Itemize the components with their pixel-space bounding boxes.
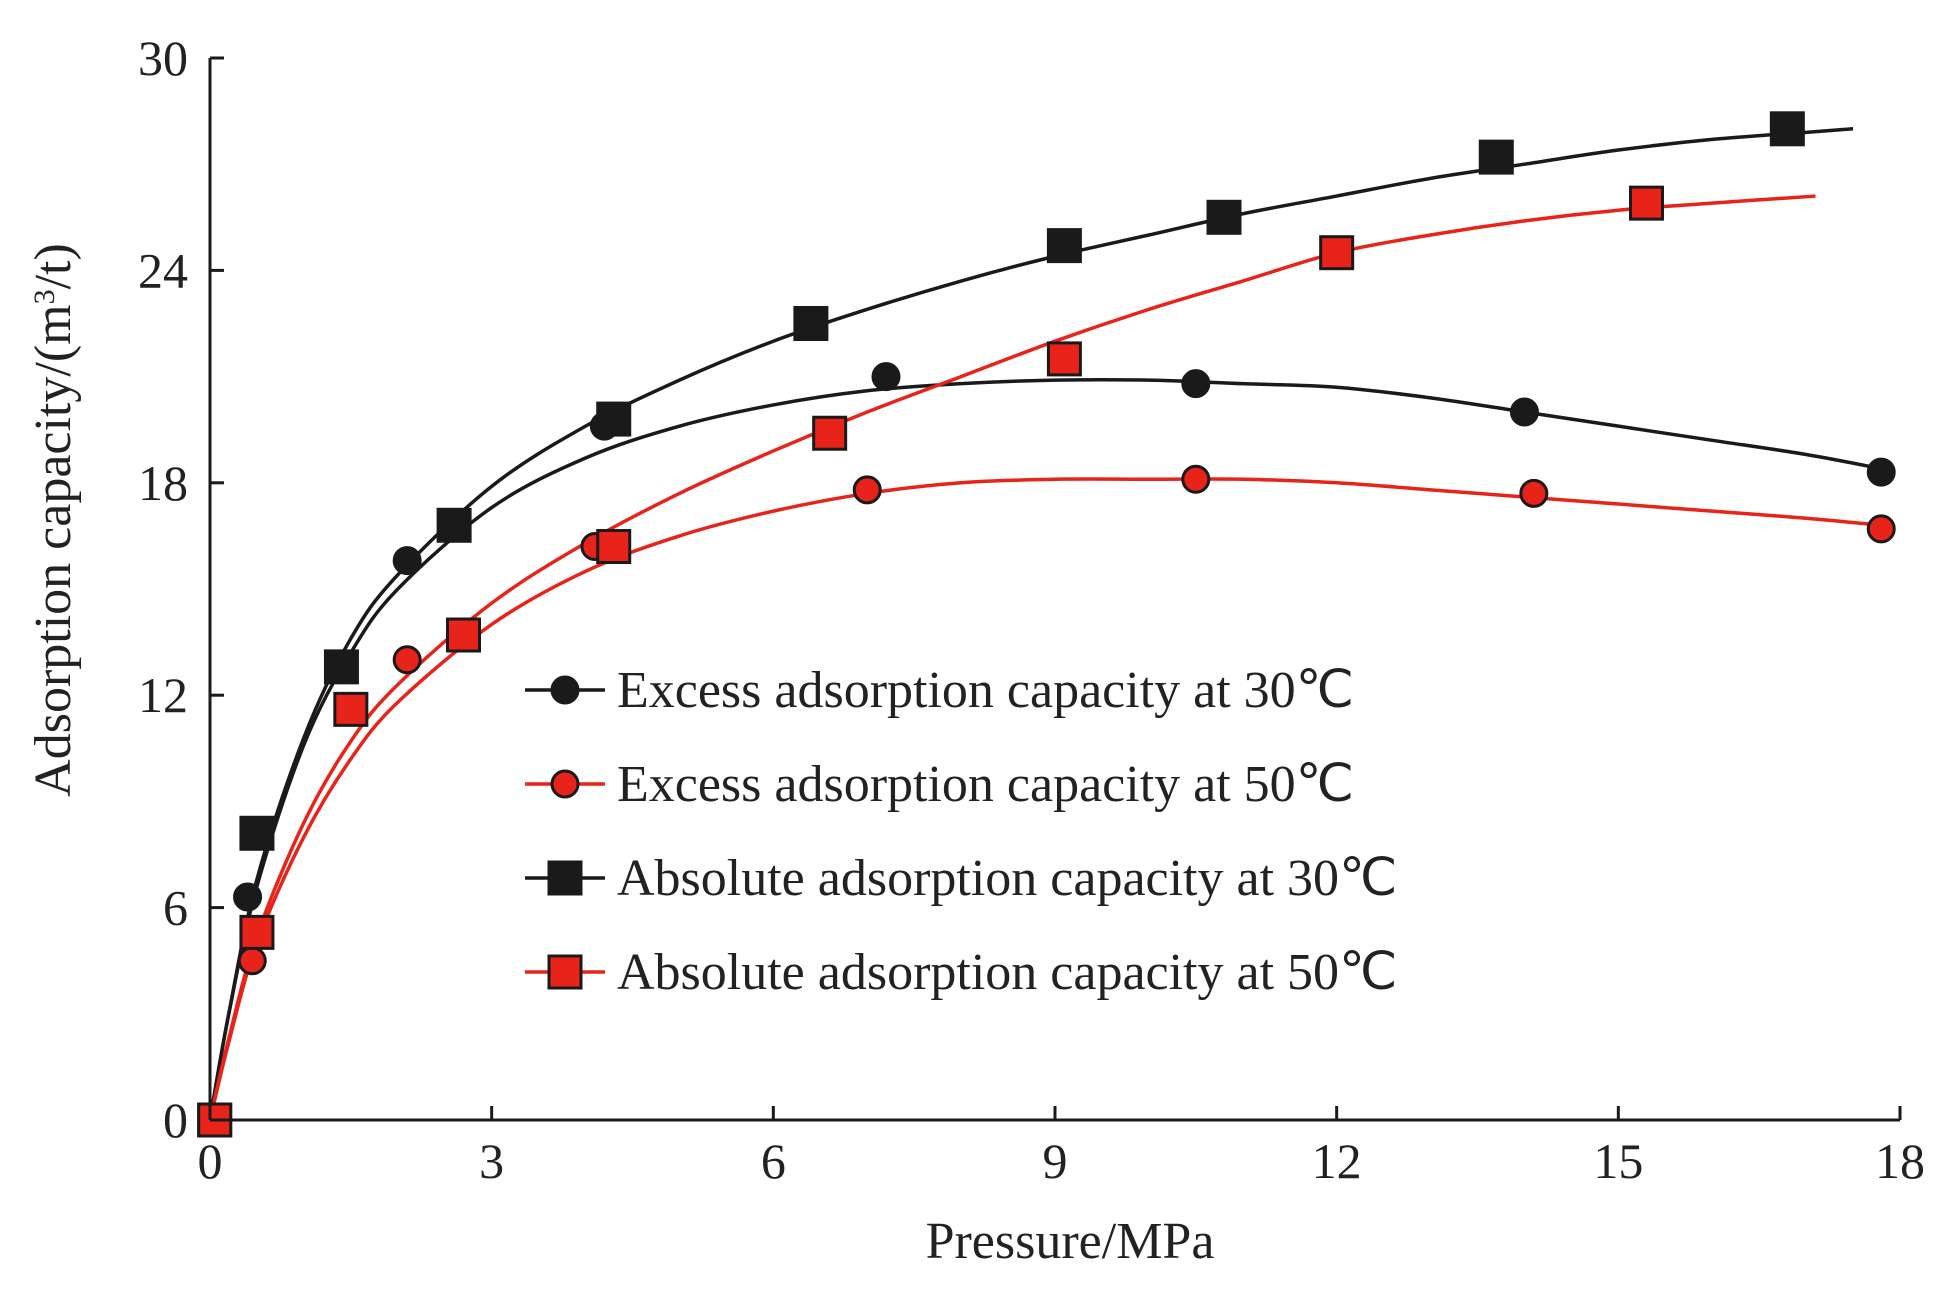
data-point-absolute-50c bbox=[812, 415, 848, 451]
data-point-excess-50c bbox=[392, 645, 422, 675]
axes: 0 3 6 9 12 15 18 0 6 12 18 24 30 bbox=[138, 30, 1925, 1189]
y-tick-label: 0 bbox=[163, 1092, 188, 1148]
y-tick-label: 12 bbox=[138, 667, 188, 723]
data-point-absolute-50c bbox=[1319, 235, 1355, 271]
y-tick-label: 18 bbox=[138, 455, 188, 511]
data-point-absolute-50c bbox=[333, 691, 369, 727]
data-point-absolute-30c bbox=[793, 306, 829, 341]
data-point-excess-30c bbox=[1866, 457, 1896, 487]
x-tick-label: 9 bbox=[1043, 1133, 1068, 1189]
legend-label: Excess adsorption capacity at 30℃ bbox=[617, 662, 1354, 719]
legend-item-absolute-50c: Absolute adsorption capacity at 50℃ bbox=[525, 944, 1397, 1001]
data-point-absolute-50c bbox=[1629, 185, 1664, 221]
legend-marker-square bbox=[547, 954, 583, 990]
data-point-excess-50c bbox=[237, 946, 267, 976]
legend-item-excess-50c: Excess adsorption capacity at 50℃ bbox=[525, 756, 1354, 813]
x-tick-label: 15 bbox=[1593, 1133, 1643, 1189]
data-point-absolute-50c bbox=[239, 914, 275, 950]
series-line-absolute-50c bbox=[208, 194, 1816, 1121]
data-point-absolute-50c bbox=[596, 529, 632, 565]
data-point-excess-30c bbox=[1181, 369, 1211, 399]
legend-item-absolute-30c: Absolute adsorption capacity at 30℃ bbox=[525, 850, 1397, 907]
series-line-excess-30c bbox=[208, 377, 1882, 1121]
data-point-excess-30c bbox=[392, 546, 422, 576]
x-tick-label: 12 bbox=[1312, 1133, 1362, 1189]
data-point-absolute-30c bbox=[436, 507, 472, 543]
data-point-absolute-30c bbox=[1046, 228, 1082, 264]
y-ticks: 0 6 12 18 24 30 bbox=[138, 30, 224, 1148]
data-point-excess-50c bbox=[1519, 478, 1549, 508]
data-point-absolute-30c bbox=[596, 401, 632, 437]
data-point-absolute-30c bbox=[1769, 111, 1805, 147]
x-tick-label: 6 bbox=[761, 1133, 786, 1189]
data-point-excess-30c bbox=[871, 362, 901, 392]
y-tick-label: 24 bbox=[138, 242, 188, 298]
plot-area bbox=[197, 111, 1896, 1138]
data-point-absolute-30c bbox=[323, 649, 359, 685]
legend-marker-circle bbox=[550, 769, 580, 799]
data-point-absolute-30c bbox=[239, 815, 275, 851]
data-point-absolute-30c bbox=[1478, 139, 1514, 175]
legend: Excess adsorption capacity at 30℃ Excess … bbox=[525, 662, 1397, 1001]
x-tick-label: 3 bbox=[479, 1133, 504, 1189]
data-point-absolute-30c bbox=[1206, 199, 1242, 235]
x-axis-title: Pressure/MPa bbox=[926, 1213, 1215, 1270]
data-point-excess-50c bbox=[1181, 464, 1211, 494]
legend-item-excess-30c: Excess adsorption capacity at 30℃ bbox=[525, 662, 1354, 719]
x-tick-label: 0 bbox=[198, 1133, 223, 1189]
data-point-absolute-50c bbox=[1046, 341, 1082, 377]
data-point-excess-30c bbox=[1509, 397, 1539, 427]
y-tick-label: 6 bbox=[163, 880, 188, 936]
data-point-excess-30c bbox=[233, 882, 263, 912]
y-tick-label: 30 bbox=[138, 30, 188, 86]
series-line-excess-50c bbox=[208, 477, 1882, 1121]
x-tick-label: 18 bbox=[1875, 1133, 1925, 1189]
series-line-absolute-30c bbox=[208, 127, 1854, 1121]
data-point-excess-50c bbox=[852, 475, 882, 505]
data-point-absolute-50c bbox=[446, 617, 481, 653]
data-point-excess-50c bbox=[1866, 514, 1896, 544]
series-curves bbox=[208, 127, 1882, 1121]
legend-label: Absolute adsorption capacity at 30℃ bbox=[617, 850, 1397, 907]
series-markers bbox=[197, 111, 1896, 1138]
legend-label: Excess adsorption capacity at 50℃ bbox=[617, 756, 1354, 813]
y-axis-title: Adsorption capacity/(m3/t) bbox=[25, 243, 82, 797]
legend-marker-square bbox=[547, 860, 583, 896]
legend-marker-circle bbox=[550, 675, 580, 705]
legend-label: Absolute adsorption capacity at 50℃ bbox=[617, 944, 1397, 1001]
x-ticks: 0 3 6 9 12 15 18 bbox=[198, 1106, 1925, 1189]
